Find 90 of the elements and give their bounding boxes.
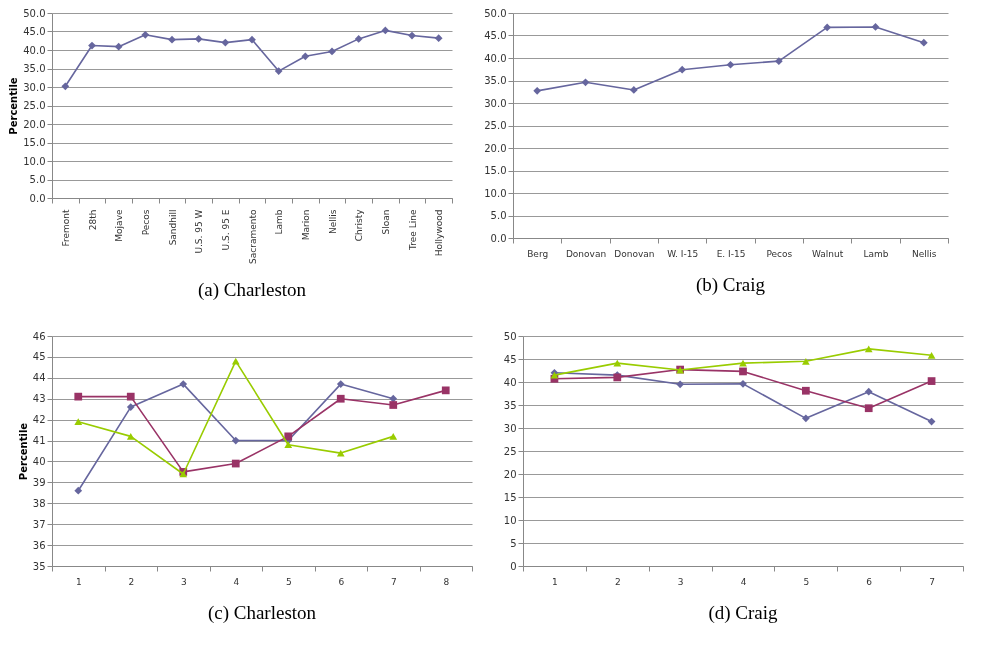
x-tick-label: 3	[180, 576, 187, 587]
y-tick-label: 10.0	[484, 187, 507, 199]
y-tick-label: 10	[503, 514, 517, 526]
y-tick-label: 20	[503, 468, 517, 480]
x-tick-label: 6	[338, 576, 345, 587]
y-tick-label: 10.0	[23, 155, 46, 167]
x-tick-label: Sloan	[380, 209, 391, 235]
x-tick-label: Sandhill	[167, 209, 178, 246]
x-tick-label: Donovan	[614, 248, 655, 259]
x-tick-label: Nellis	[912, 248, 937, 259]
y-tick-label: 45.0	[484, 30, 507, 41]
x-tick-label: Pecos	[140, 209, 151, 236]
x-tick-label: Sacramento	[247, 209, 258, 264]
x-tick-label: Lamb	[863, 248, 889, 259]
y-tick-label: 50.0	[484, 7, 507, 19]
x-tick-label: 7	[929, 576, 935, 587]
x-tick-label: Pecos	[766, 248, 793, 259]
y-tick-label: 50	[503, 330, 517, 342]
y-tick-label: 0	[510, 560, 517, 572]
y-tick-label: 35	[503, 399, 517, 411]
x-tick-label: 4	[233, 576, 240, 587]
y-tick-label: 43	[32, 393, 46, 405]
y-tick-label: 25.0	[23, 100, 46, 111]
y-tick-label: 35.0	[23, 63, 46, 74]
text: (b) Craig	[695, 274, 766, 296]
x-tick-label: Berg	[527, 248, 549, 259]
x-tick-label: Donovan	[565, 248, 607, 259]
x-tick-label: 1	[75, 576, 82, 587]
x-tick-label: Fremont	[60, 209, 71, 247]
y-tick-label: 40	[32, 455, 46, 467]
y-tick-label: 40	[503, 376, 517, 388]
x-tick-label: 2	[128, 576, 135, 587]
y-tick-label: 25	[503, 445, 517, 457]
y-tick-label: 5.0	[490, 210, 507, 221]
text: (a) Charleston	[197, 279, 307, 302]
x-tick-label: 5	[803, 576, 810, 587]
text: (c) Charleston	[207, 602, 317, 624]
y-tick-label: 45.0	[23, 26, 46, 37]
x-tick-label: 5	[285, 576, 292, 587]
y-tick-label: 15.0	[484, 165, 507, 176]
y-tick-label: 50.0	[23, 7, 46, 19]
y-tick-label: 41	[32, 435, 46, 447]
y-tick-label: 30.0	[23, 81, 46, 93]
x-tick-label: 8	[443, 576, 450, 587]
x-tick-label: E. I-15	[716, 248, 746, 259]
y-tick-label: 5	[510, 537, 517, 549]
y-tick-label: 0.0	[29, 192, 46, 204]
text: (d) Craig	[708, 602, 779, 624]
x-tick-label: Christy	[354, 208, 365, 242]
y-tick-label: 15.0	[23, 137, 46, 148]
x-tick-label: 1	[552, 576, 558, 587]
y-tick-label: 0.0	[490, 232, 507, 244]
y-tick-label: 38	[32, 497, 46, 509]
y-tick-label: 20.0	[23, 118, 46, 130]
y-tick-label: 36	[32, 539, 46, 551]
y-tick-label: 40.0	[23, 44, 46, 56]
x-tick-label: 3	[677, 576, 684, 587]
y-tick-label: 20.0	[484, 142, 507, 154]
x-tick-label: U.S. 95 W	[194, 209, 205, 254]
y-tick-label: 30.0	[484, 97, 507, 109]
y-tick-label: 39	[32, 476, 46, 488]
y-tick-label: 46	[32, 330, 46, 342]
y-tick-label: 37	[32, 518, 46, 530]
y-tick-label: 44	[32, 372, 46, 384]
x-tick-label: Mojave	[114, 209, 125, 242]
x-tick-label: 7	[390, 576, 397, 587]
x-tick-label: Lamb	[274, 209, 285, 235]
y-tick-label: 42	[32, 414, 46, 426]
y-axis-title: Percentile	[17, 422, 29, 481]
y-tick-label: 45	[32, 351, 46, 363]
x-tick-label: Walnut	[812, 248, 844, 259]
y-tick-label: 45	[503, 353, 517, 365]
x-tick-label: 2	[614, 576, 621, 587]
y-tick-label: 35	[32, 560, 46, 572]
x-tick-label: 6	[866, 576, 873, 587]
y-tick-label: 40.0	[484, 52, 507, 64]
x-tick-label: Marion	[300, 209, 311, 241]
x-tick-label: Hollywood	[434, 209, 445, 257]
x-tick-label: 4	[740, 576, 747, 587]
y-tick-label: 5.0	[29, 174, 46, 185]
x-tick-label: Nellis	[327, 209, 338, 234]
y-axis-title: Percentile	[8, 77, 20, 135]
x-tick-label: Tree Line	[407, 209, 418, 251]
y-tick-label: 15	[503, 491, 517, 503]
y-tick-label: 35.0	[484, 75, 507, 86]
y-tick-label: 30	[503, 422, 517, 434]
x-tick-label: U.S. 95 E	[220, 209, 231, 251]
x-tick-label: W. I-15	[667, 248, 699, 259]
x-tick-label: 28th	[87, 209, 98, 231]
y-tick-label: 25.0	[484, 120, 507, 131]
